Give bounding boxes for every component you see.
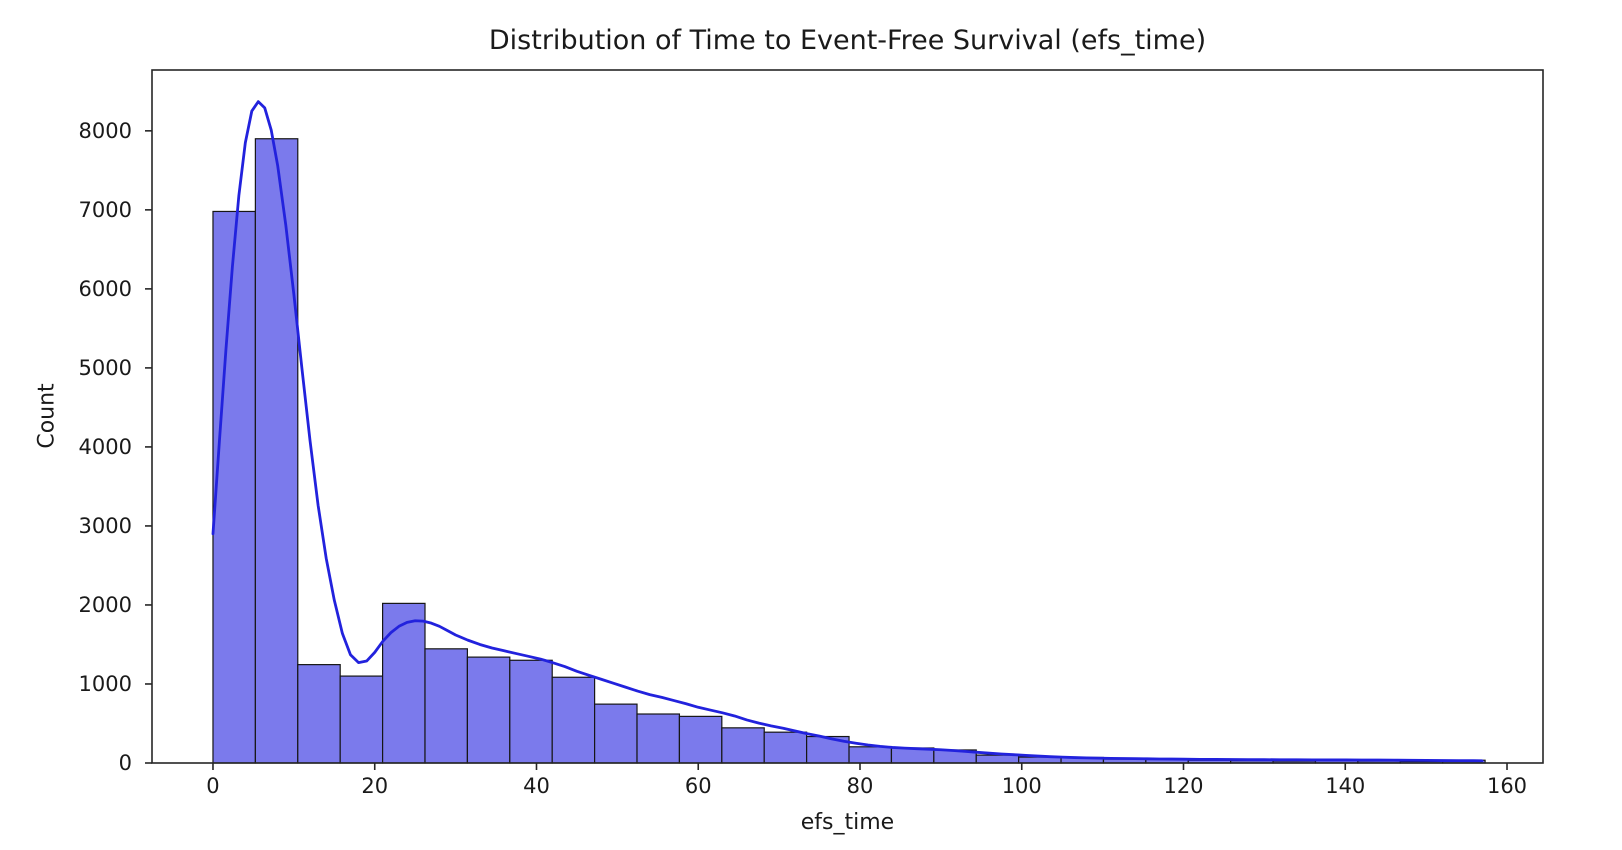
y-tick-label: 0 <box>118 751 132 775</box>
histogram-bar <box>382 602 426 764</box>
chart-title: Distribution of Time to Event-Free Survi… <box>488 25 1207 56</box>
histogram-bar <box>254 138 299 764</box>
x-tick-label: 100 <box>1001 774 1042 798</box>
y-tick-label: 6000 <box>78 276 132 301</box>
x-tick-label: 20 <box>361 774 389 798</box>
histogram-bar <box>297 664 341 764</box>
y-tick-label: 8000 <box>78 118 132 143</box>
histogram-bar <box>678 715 723 764</box>
histogram-bar <box>975 754 1020 764</box>
x-tick-label: 160 <box>1486 774 1528 798</box>
plot-frame <box>151 69 1544 764</box>
x-tick-label: 140 <box>1325 774 1366 798</box>
x-tick-label: 40 <box>523 774 550 798</box>
x-tick-label: 120 <box>1163 774 1204 798</box>
kde-curve <box>211 100 1484 763</box>
x-tick-label: 80 <box>846 774 874 798</box>
histogram-bar <box>424 648 469 764</box>
y-tick-label: 3000 <box>78 513 132 538</box>
y-tick-label: 5000 <box>78 355 132 380</box>
histogram-bar <box>509 659 553 764</box>
histogram-bar <box>212 210 256 764</box>
x-tick-label: 60 <box>684 774 712 798</box>
y-tick-label: 4000 <box>78 434 132 459</box>
histogram-bar <box>721 727 765 764</box>
histogram-bar <box>763 731 808 764</box>
histogram-bar <box>551 676 596 764</box>
x-axis-label: efs_time <box>800 810 895 835</box>
y-tick-label: 7000 <box>78 197 132 222</box>
y-tick-label: 1000 <box>78 671 132 696</box>
y-tick-label: 2000 <box>78 592 132 617</box>
histogram-bar <box>466 656 511 764</box>
x-tick-label: 0 <box>206 774 220 798</box>
histogram-bar <box>339 675 384 764</box>
histogram-bar <box>594 703 638 764</box>
histogram-bar <box>636 713 681 764</box>
histogram-bar <box>848 746 893 764</box>
